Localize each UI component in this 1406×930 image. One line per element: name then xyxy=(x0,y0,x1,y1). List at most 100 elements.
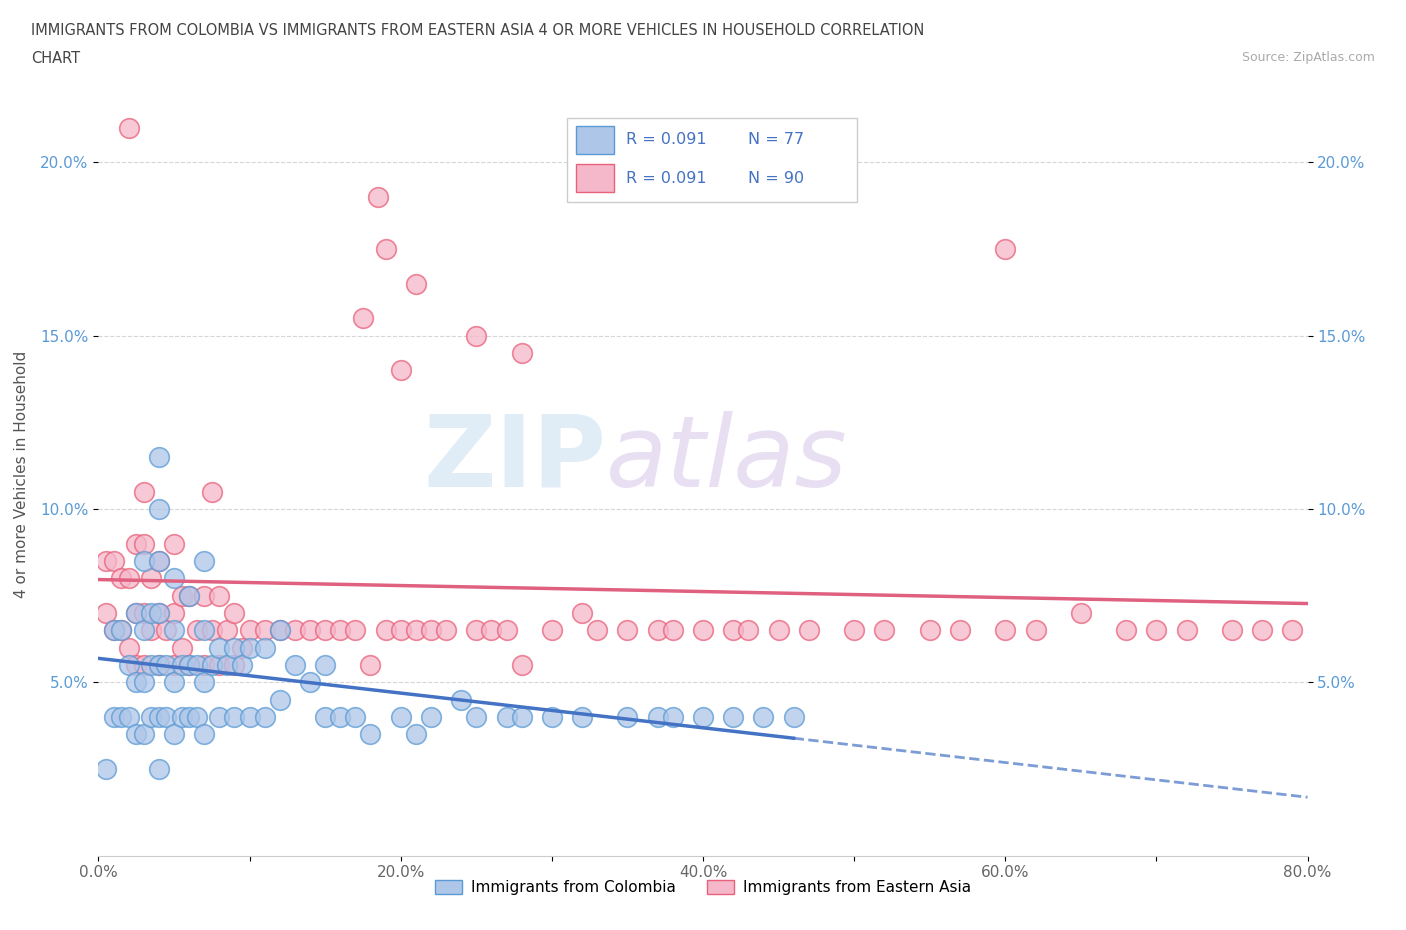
Point xyxy=(465,328,488,343)
Point xyxy=(616,623,638,638)
Y-axis label: 4 or more Vehicles in Household: 4 or more Vehicles in Household xyxy=(14,351,30,598)
Point xyxy=(1175,623,1198,638)
Point xyxy=(208,640,231,655)
Point xyxy=(170,588,193,603)
Point xyxy=(231,658,253,672)
Point xyxy=(540,623,562,638)
Point xyxy=(692,623,714,638)
Point xyxy=(110,710,132,724)
Text: CHART: CHART xyxy=(31,51,80,66)
Point xyxy=(163,658,186,672)
Point xyxy=(132,623,155,638)
Point xyxy=(994,242,1017,257)
Point xyxy=(186,710,208,724)
Point xyxy=(737,623,759,638)
Point xyxy=(405,276,427,291)
Point xyxy=(215,623,238,638)
Point xyxy=(269,692,291,707)
Point xyxy=(299,623,322,638)
Point xyxy=(170,710,193,724)
Point xyxy=(873,623,896,638)
Point xyxy=(647,623,669,638)
Point xyxy=(420,623,443,638)
Point xyxy=(125,605,148,620)
Legend: Immigrants from Colombia, Immigrants from Eastern Asia: Immigrants from Colombia, Immigrants fro… xyxy=(429,874,977,901)
Point xyxy=(231,640,253,655)
Point xyxy=(103,710,125,724)
Point xyxy=(193,588,215,603)
Point xyxy=(163,623,186,638)
Point xyxy=(132,727,155,742)
Point xyxy=(148,501,170,516)
Point xyxy=(239,710,262,724)
Point xyxy=(141,710,163,724)
Point xyxy=(1281,623,1303,638)
Point xyxy=(510,710,533,724)
Point xyxy=(284,658,307,672)
Point xyxy=(163,537,186,551)
Point xyxy=(360,658,382,672)
Point xyxy=(155,658,177,672)
Point xyxy=(193,623,215,638)
Point xyxy=(374,242,396,257)
Point xyxy=(155,623,177,638)
Point xyxy=(148,658,170,672)
Point xyxy=(148,605,170,620)
Text: IMMIGRANTS FROM COLOMBIA VS IMMIGRANTS FROM EASTERN ASIA 4 OR MORE VEHICLES IN H: IMMIGRANTS FROM COLOMBIA VS IMMIGRANTS F… xyxy=(31,23,924,38)
Point xyxy=(224,640,246,655)
Point xyxy=(284,623,307,638)
Point xyxy=(163,727,186,742)
Point xyxy=(692,710,714,724)
Point xyxy=(170,640,193,655)
Point xyxy=(360,727,382,742)
Point xyxy=(253,710,276,724)
Point xyxy=(661,710,683,724)
Point xyxy=(768,623,790,638)
Point xyxy=(94,553,117,568)
Point xyxy=(208,658,231,672)
Point xyxy=(783,710,806,724)
Point xyxy=(208,588,231,603)
Point xyxy=(224,605,246,620)
Point xyxy=(132,675,155,690)
Point xyxy=(141,571,163,586)
Point xyxy=(510,346,533,361)
Point xyxy=(1251,623,1274,638)
Point xyxy=(616,710,638,724)
Point xyxy=(132,553,155,568)
Point xyxy=(118,658,141,672)
Point xyxy=(125,675,148,690)
Point xyxy=(132,485,155,499)
Point xyxy=(344,623,367,638)
Point xyxy=(918,623,941,638)
Point xyxy=(94,762,117,777)
Point xyxy=(1144,623,1167,638)
Point xyxy=(797,623,820,638)
Point xyxy=(215,658,238,672)
Point xyxy=(163,605,186,620)
Point xyxy=(495,623,517,638)
Point xyxy=(314,623,336,638)
Point xyxy=(163,571,186,586)
Point xyxy=(186,658,208,672)
Point xyxy=(1115,623,1137,638)
Point xyxy=(141,605,163,620)
Point xyxy=(118,120,141,135)
Point xyxy=(434,623,457,638)
Point xyxy=(571,605,593,620)
Point xyxy=(844,623,866,638)
Point xyxy=(148,553,170,568)
Point xyxy=(367,190,389,205)
Point xyxy=(193,658,215,672)
Point xyxy=(239,623,262,638)
Point xyxy=(94,605,117,620)
Point xyxy=(110,571,132,586)
Point xyxy=(495,710,517,724)
Point xyxy=(405,727,427,742)
Point xyxy=(465,710,488,724)
Point xyxy=(186,623,208,638)
Point xyxy=(148,710,170,724)
Point xyxy=(103,553,125,568)
Point xyxy=(253,623,276,638)
Point xyxy=(374,623,396,638)
